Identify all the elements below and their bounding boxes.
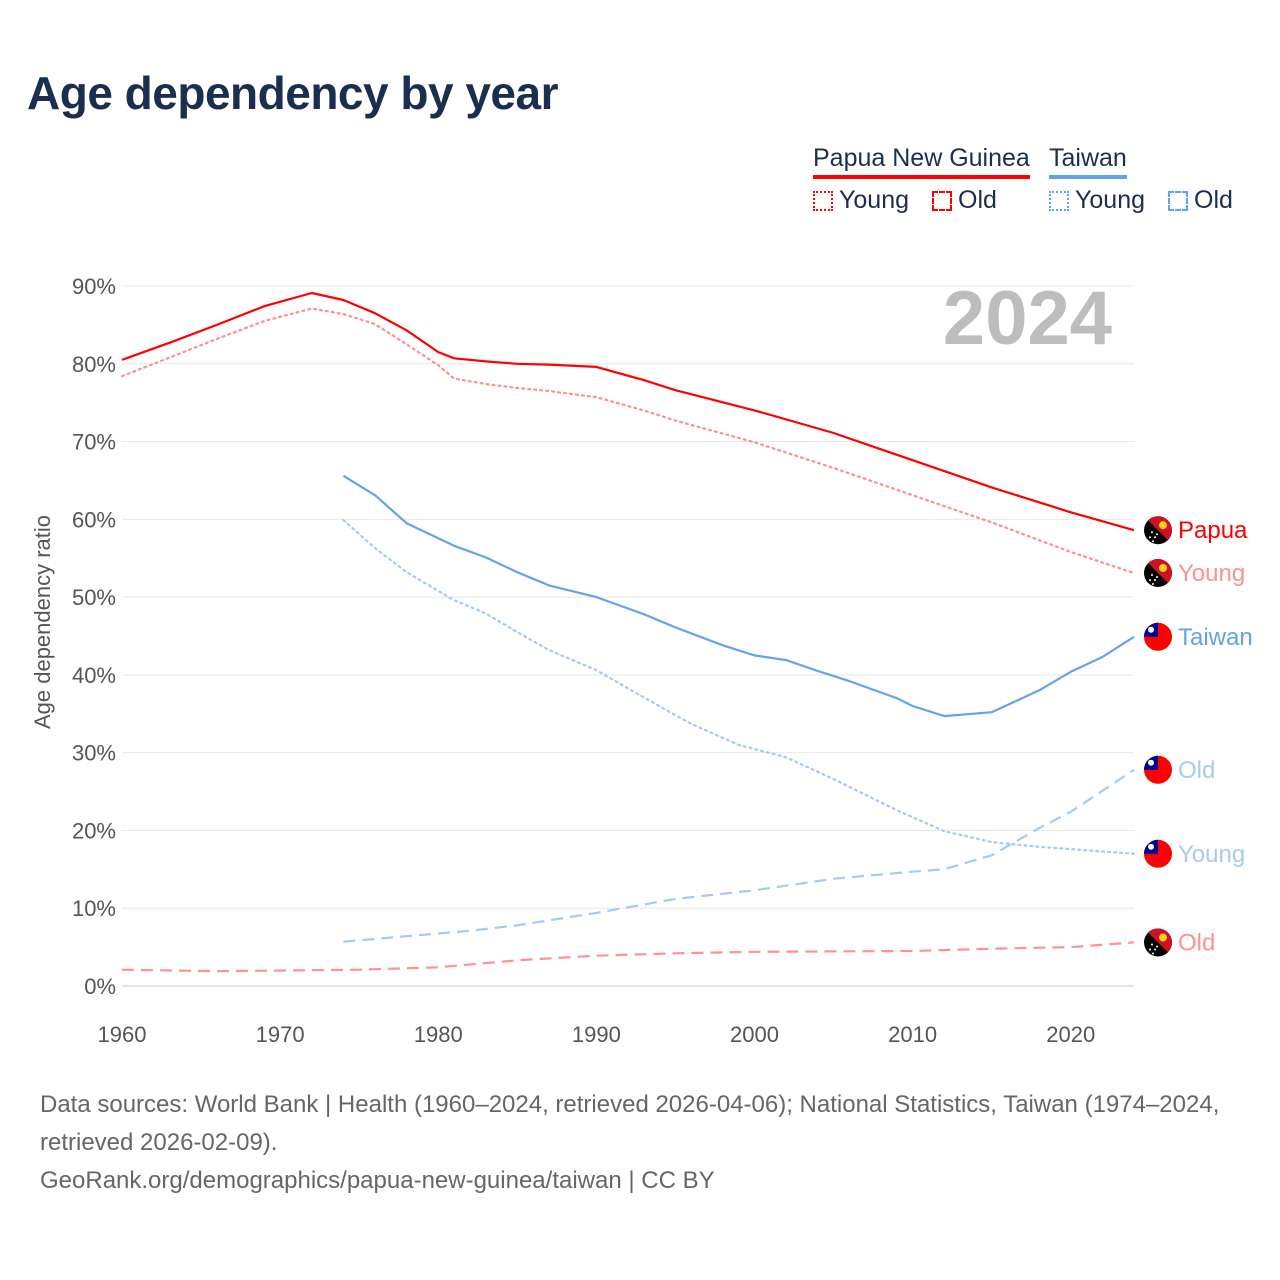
y-tick-label: 30% [72,741,116,766]
y-tick-label: 0% [84,974,116,999]
end-label: Young [1178,841,1245,868]
series-line-taiwan-old [343,768,1135,943]
taiwan-flag-icon [1144,839,1172,868]
credit-link[interactable]: GeoRank.org/demographics/papua-new-guine… [40,1167,715,1194]
x-tick-label: 2010 [888,1022,937,1047]
series-line-papua-new-guinea [121,291,1135,532]
papua-new-guinea-flag-icon [1144,516,1172,545]
footer: Data sources: World Bank | Health (1960–… [40,1086,1250,1200]
series-line-taiwan-young [342,519,1136,855]
dotted-swatch-icon [813,190,833,211]
taiwan-flag-icon [1144,755,1172,784]
end-label: Old [1178,929,1215,956]
end-label: Old [1178,757,1215,784]
end-label: Young [1178,560,1245,587]
x-tick-label: 1990 [572,1022,621,1047]
x-tick-label: 1970 [256,1022,305,1047]
y-tick-label: 60% [72,507,116,532]
x-tick-label: 1980 [414,1022,463,1047]
line-chart: 0% 10% 20% 30% 40% 50% 60% 70% 80% 90% 1960 1970 198… [30,274,1253,1047]
legend-png-young[interactable]: Young [813,186,909,215]
y-tick-label: 90% [72,274,116,299]
papua-new-guinea-flag-icon [1144,928,1172,957]
x-tick-label: 2000 [730,1022,779,1047]
y-tick-label: 70% [72,430,116,455]
series-line-taiwan [342,474,1135,718]
data-sources: Data sources: World Bank | Health (1960–… [40,1091,1220,1156]
x-tick-label: 1960 [98,1022,147,1047]
year-watermark: 2024 [943,276,1112,361]
chart-title: Age dependency by year [27,67,558,119]
legend-taiwan[interactable]: Taiwan [1049,144,1127,179]
legend-label: Young [839,186,909,214]
legend-taiwan-young[interactable]: Young [1049,186,1145,215]
x-tick-label: 2020 [1046,1022,1095,1047]
dotted-swatch-icon [1049,190,1069,211]
papua-new-guinea-flag-icon [1144,559,1172,587]
y-tick-label: 10% [72,896,116,921]
dashed-swatch-icon [932,190,952,211]
end-label: Papua [1178,517,1248,544]
y-tick-label: 20% [72,818,116,843]
y-tick-label: 50% [72,585,116,610]
legend-taiwan-old[interactable]: Old [1168,186,1233,215]
legend-papua-new-guinea[interactable]: Papua New Guinea [813,144,1030,179]
legend-label: Old [1194,186,1233,214]
y-axis-label: Age dependency ratio [30,515,55,729]
end-label: Taiwan [1178,624,1253,651]
y-tick-label: 40% [72,663,116,688]
legend-label: Young [1075,186,1145,214]
legend-label: Old [958,186,997,214]
dashed-swatch-icon [1168,190,1188,211]
series-line-papua-new-guinea-old [121,941,1135,973]
taiwan-flag-icon [1144,622,1172,651]
legend-png-old[interactable]: Old [932,186,997,215]
y-tick-label: 80% [72,352,116,377]
